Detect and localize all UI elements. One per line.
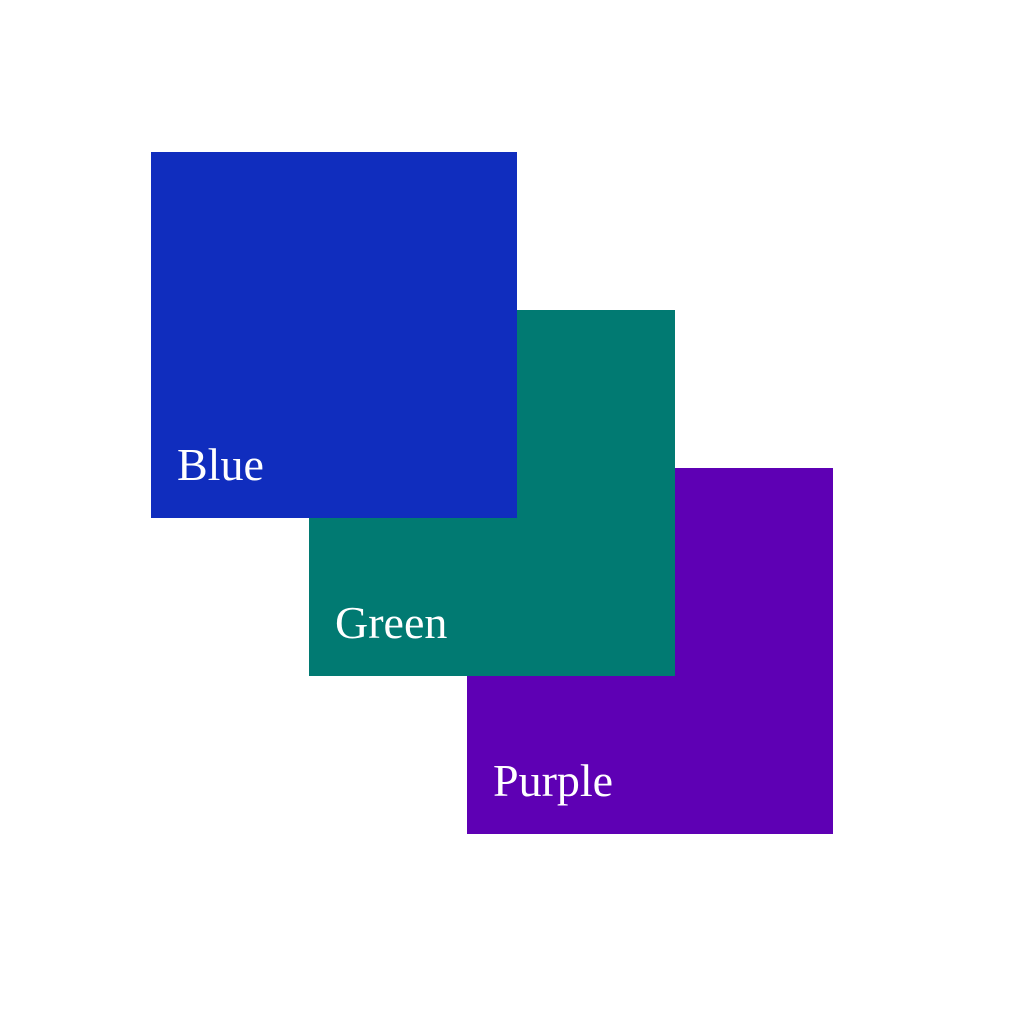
green-square-label: Green <box>335 597 448 648</box>
purple-square-label: Purple <box>493 755 614 806</box>
blue-square-label: Blue <box>177 439 264 490</box>
blue-square: Blue <box>151 152 517 518</box>
